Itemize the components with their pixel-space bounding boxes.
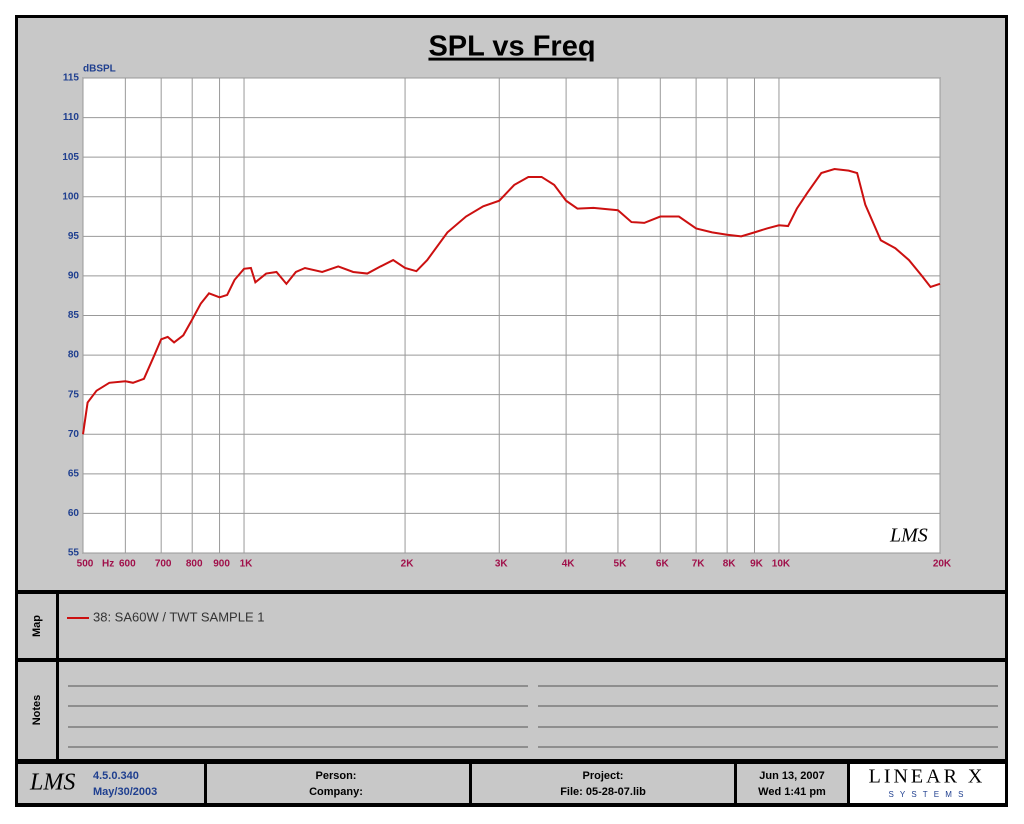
x-tick-label: 10K	[772, 559, 791, 570]
date: Jun 13, 2007	[759, 770, 824, 782]
time: Wed 1:41 pm	[758, 786, 826, 798]
x-tick-label: 800	[186, 559, 203, 570]
file: File: 05-28-07.lib	[560, 786, 646, 798]
x-axis-label: Hz	[102, 559, 114, 570]
note-lines	[68, 685, 998, 748]
chart-title: SPL vs Freq	[428, 31, 595, 63]
footer-cell	[18, 764, 204, 803]
map-label: Map	[31, 615, 43, 637]
brand-sub: S Y S T E M S	[889, 790, 966, 799]
notes-panel	[59, 662, 1005, 759]
build-date: May/30/2003	[93, 786, 157, 798]
y-tick-label: 95	[68, 231, 80, 242]
series-line	[82, 168, 941, 435]
legend-label: 38: SA60W / TWT SAMPLE 1	[93, 609, 264, 624]
x-tick-label: 7K	[692, 559, 706, 570]
watermark: LMS	[889, 525, 928, 547]
x-tick-label: 2K	[401, 559, 415, 570]
y-tick-label: 100	[62, 191, 79, 202]
person: Person:	[316, 770, 357, 782]
y-tick-label: 115	[63, 73, 80, 84]
y-axis-label: dBSPL	[83, 64, 116, 75]
version: 4.5.0.340	[93, 770, 139, 782]
x-tick-label: 500	[77, 559, 94, 570]
x-tick-label: 600	[119, 559, 136, 570]
x-tick-label: 3K	[495, 559, 509, 570]
x-tick-label: 5K	[614, 559, 628, 570]
y-tick-label: 70	[68, 429, 80, 440]
y-tick-label: 105	[62, 152, 79, 163]
y-tick-label: 110	[63, 112, 80, 123]
x-tick-label: 20K	[933, 559, 952, 570]
y-tick-label: 60	[68, 508, 80, 519]
y-tick-label: 90	[68, 271, 80, 282]
map-panel	[59, 594, 1005, 658]
x-tick-label: 6K	[656, 559, 670, 570]
y-tick-label: 80	[68, 350, 80, 361]
y-tick-label: 55	[68, 548, 80, 559]
footer-cell	[472, 764, 734, 803]
footer-cell	[850, 764, 1005, 803]
footer-cell	[737, 764, 847, 803]
notes-label: Notes	[31, 695, 43, 726]
map-label-cell	[18, 594, 56, 658]
project: Project:	[583, 770, 624, 782]
y-tick-label: 85	[68, 310, 80, 321]
x-tick-label: 1K	[240, 559, 254, 570]
y-tick-label: 75	[68, 389, 80, 400]
plot: 55 60 65 70 75 80 85 90 95 100 105 110 115 500 600 700 8…	[62, 73, 952, 570]
company: Company:	[309, 786, 363, 798]
y-tick-label: 65	[68, 468, 80, 479]
x-tick-label: 900	[213, 559, 230, 570]
footer-cell	[207, 764, 469, 803]
x-tick-label: 8K	[723, 559, 737, 570]
x-tick-label: 700	[155, 559, 172, 570]
notes-label-cell	[18, 662, 56, 759]
logo: LMS	[29, 770, 75, 796]
x-tick-label: 4K	[562, 559, 576, 570]
brand: LINEAR X	[869, 766, 986, 788]
x-tick-label: 9K	[750, 559, 764, 570]
